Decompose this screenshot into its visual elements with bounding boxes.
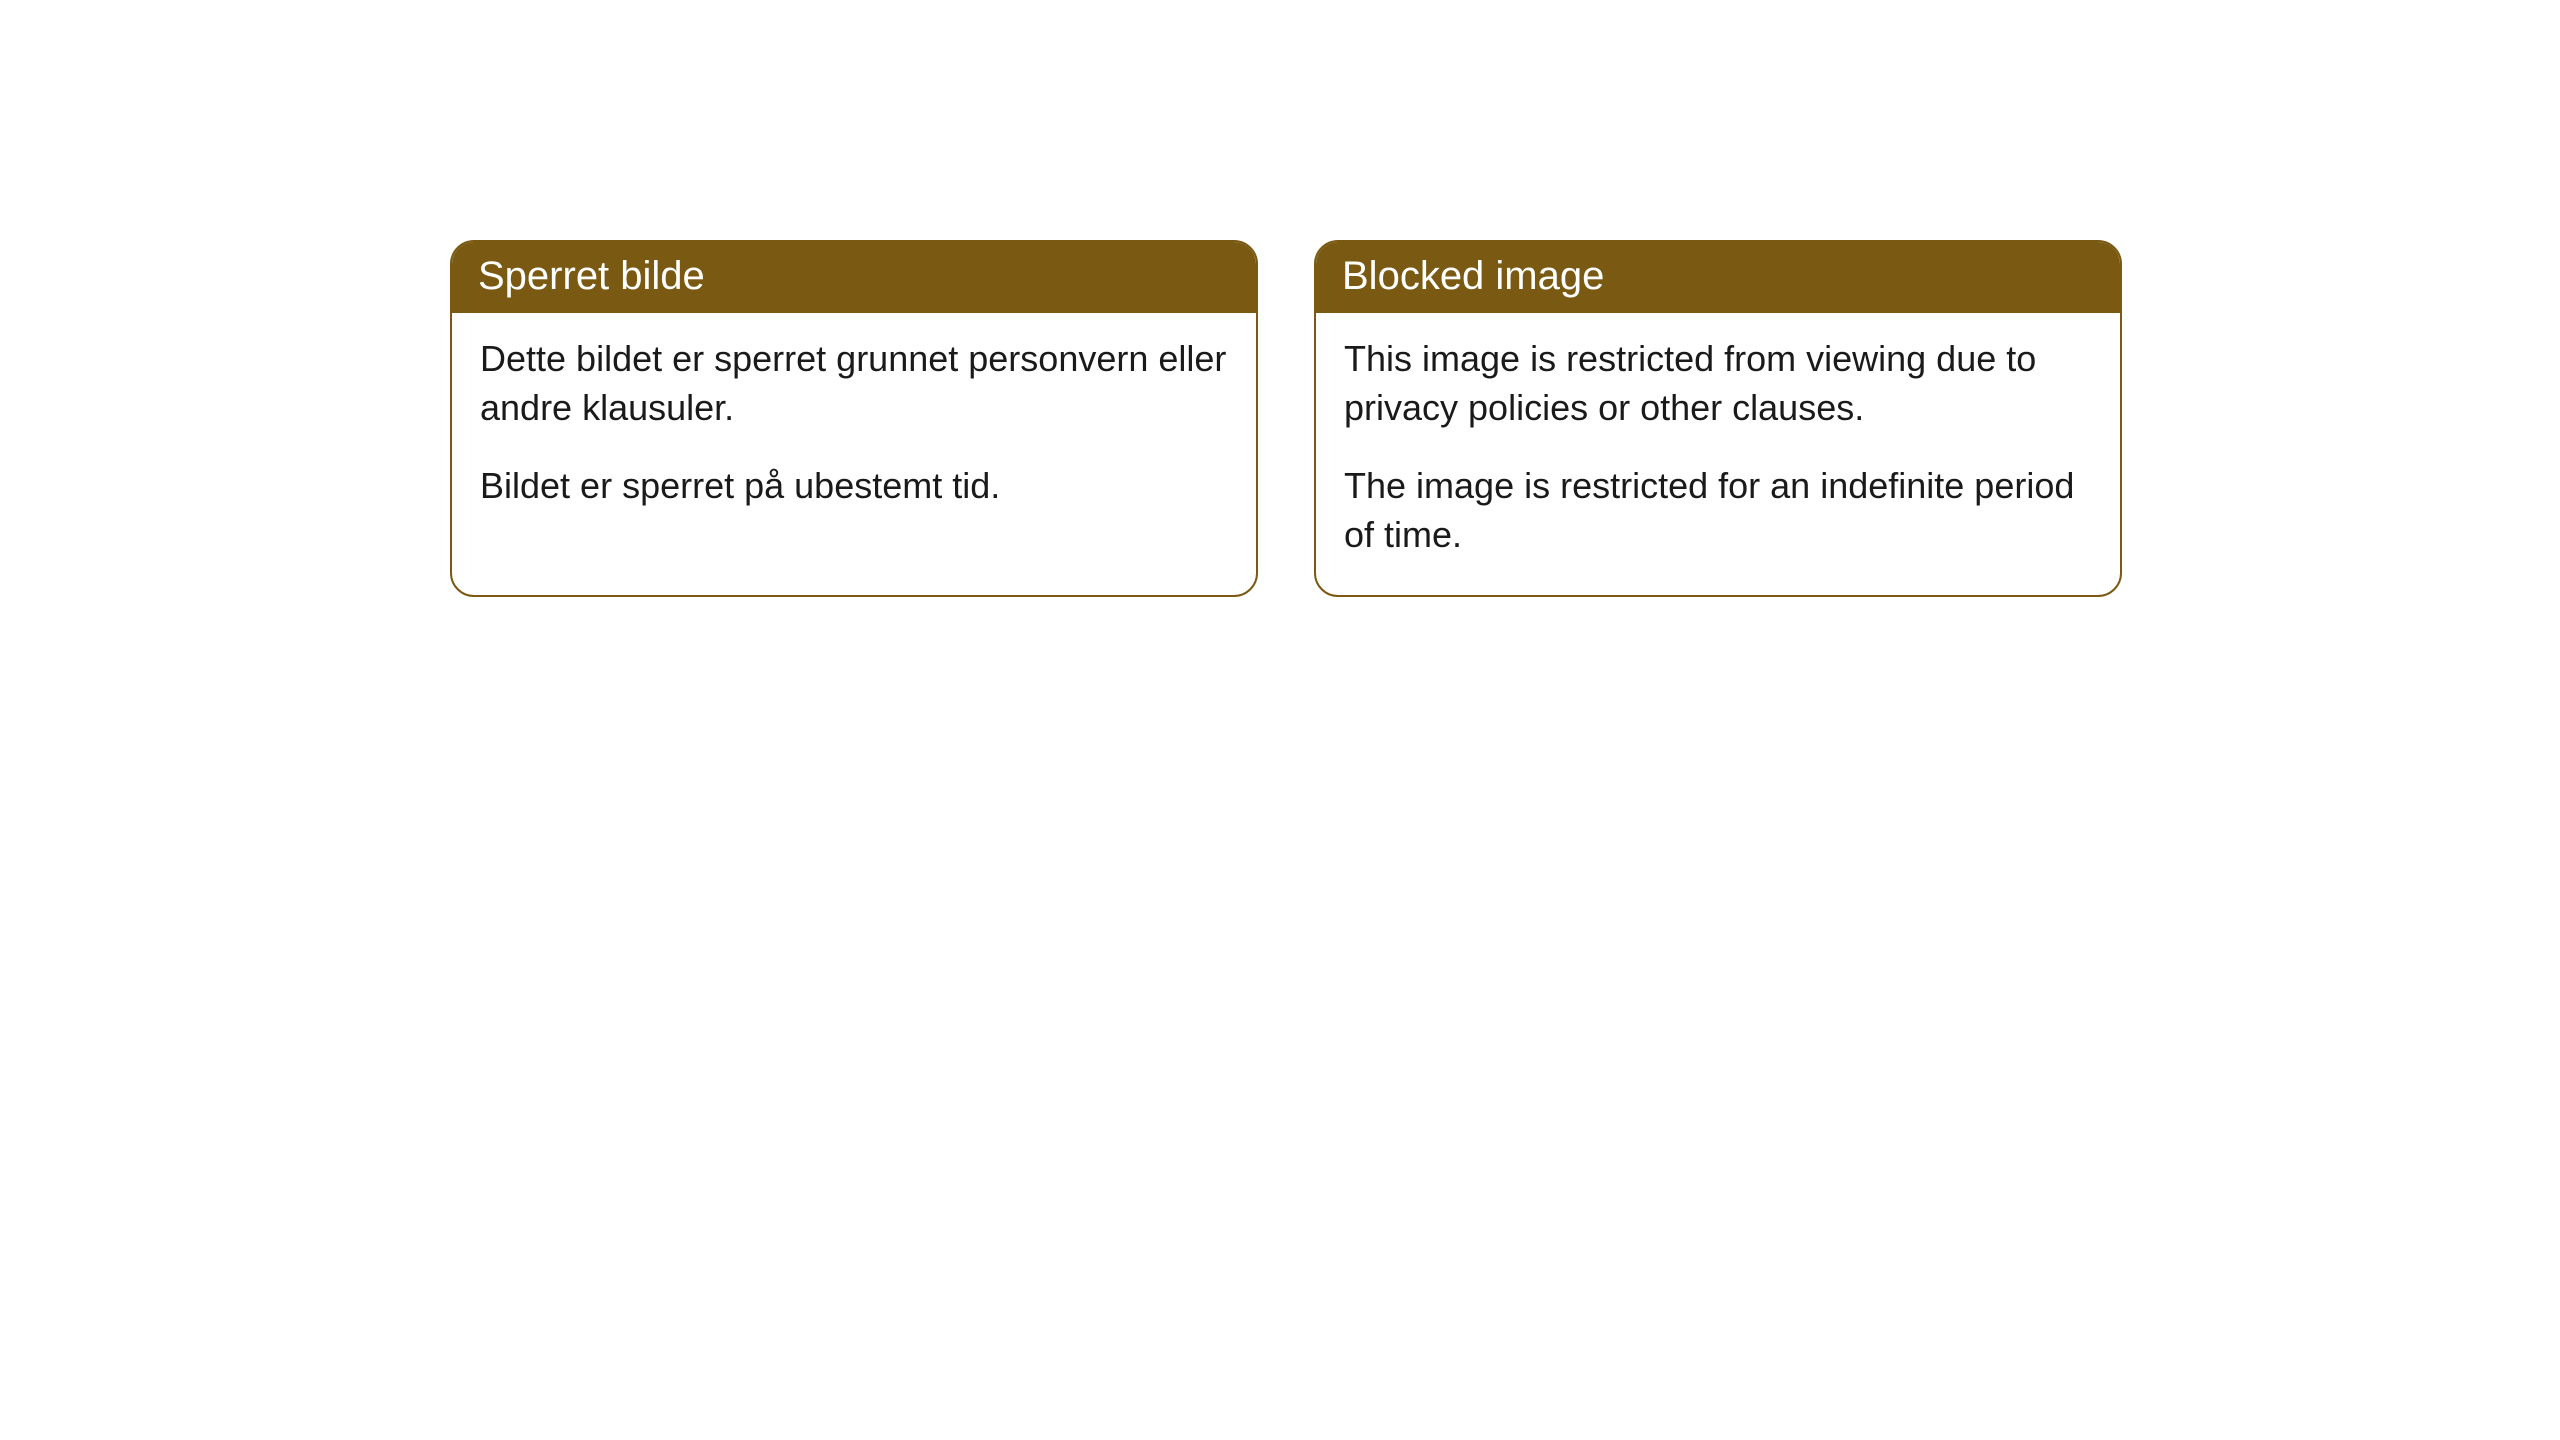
card-body-no: Dette bildet er sperret grunnet personve…: [452, 313, 1256, 547]
card-body-en: This image is restricted from viewing du…: [1316, 313, 2120, 595]
card-title-no: Sperret bilde: [452, 242, 1256, 313]
card-paragraph-en-2: The image is restricted for an indefinit…: [1344, 462, 2092, 559]
card-paragraph-en-1: This image is restricted from viewing du…: [1344, 335, 2092, 432]
blocked-image-card-en: Blocked image This image is restricted f…: [1314, 240, 2122, 597]
card-container: Sperret bilde Dette bildet er sperret gr…: [450, 240, 2122, 597]
card-title-en: Blocked image: [1316, 242, 2120, 313]
blocked-image-card-no: Sperret bilde Dette bildet er sperret gr…: [450, 240, 1258, 597]
card-paragraph-no-1: Dette bildet er sperret grunnet personve…: [480, 335, 1228, 432]
card-paragraph-no-2: Bildet er sperret på ubestemt tid.: [480, 462, 1228, 511]
